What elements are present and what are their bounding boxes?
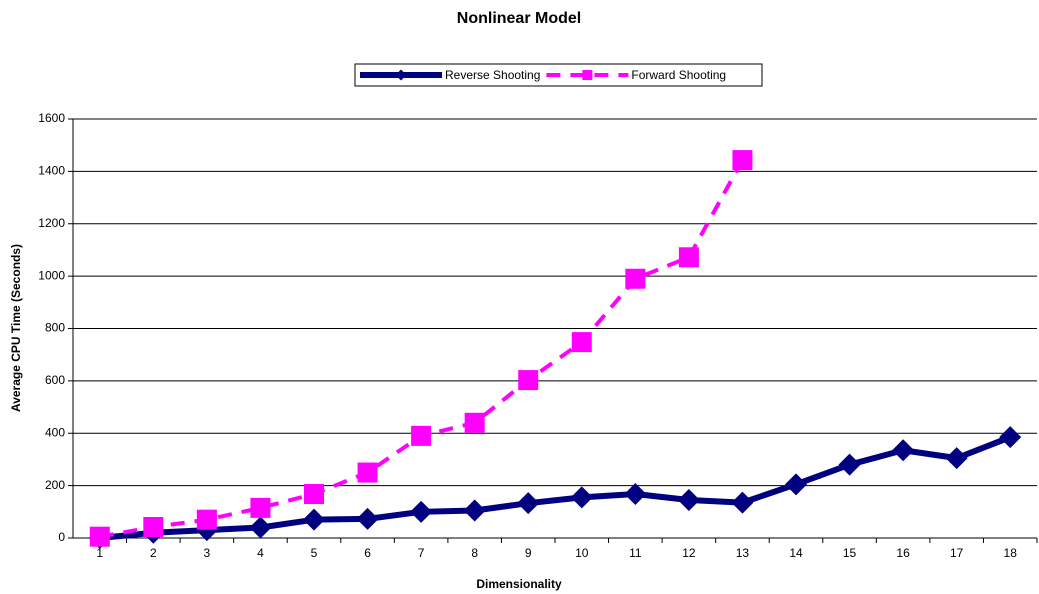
data-point (517, 492, 540, 515)
x-tick-label: 5 (311, 546, 318, 560)
x-tick-label: 13 (736, 546, 750, 560)
x-tick-label: 1 (96, 546, 103, 560)
data-point (677, 489, 700, 512)
data-point (250, 497, 271, 518)
data-point (892, 439, 915, 462)
data-point (945, 447, 968, 470)
data-point (999, 426, 1022, 449)
x-tick-label: 17 (950, 546, 964, 560)
y-tick-label: 1400 (38, 164, 65, 178)
data-point (464, 412, 485, 433)
data-point (463, 499, 486, 522)
data-point (356, 507, 379, 530)
x-tick-label: 11 (629, 546, 642, 560)
x-tick-label: 9 (525, 546, 532, 560)
data-point (678, 247, 699, 268)
x-tick-label: 7 (418, 546, 425, 560)
series-line (99, 159, 745, 539)
x-tick-label: 14 (789, 546, 803, 560)
y-tick-label: 800 (45, 321, 65, 335)
y-tick-label: 600 (45, 373, 65, 387)
data-point (625, 268, 646, 289)
data-point (838, 453, 861, 476)
data-point (249, 516, 272, 539)
x-tick-label: 16 (896, 546, 910, 560)
data-point (411, 425, 432, 446)
data-point (570, 486, 593, 509)
y-tick-label: 1600 (38, 111, 65, 125)
x-tick-label: 10 (575, 546, 589, 560)
data-point (785, 473, 807, 496)
data-point (303, 508, 325, 531)
x-tick-label: 6 (364, 546, 371, 560)
legend-label: Forward Shooting (631, 68, 726, 82)
x-tick-label: 3 (204, 546, 211, 560)
data-point (731, 491, 754, 514)
legend-label: Reverse Shooting (445, 68, 540, 82)
data-point (143, 517, 164, 538)
data-point (304, 484, 324, 505)
legend-marker (582, 70, 593, 80)
data-point (410, 500, 433, 523)
chart-title: Nonlinear Model (457, 10, 581, 27)
data-point (89, 526, 110, 547)
y-tick-label: 1000 (38, 268, 65, 282)
y-axis-title: Average CPU Time (Seconds) (9, 244, 23, 412)
x-tick-label: 18 (1004, 546, 1018, 560)
x-tick-label: 15 (843, 546, 857, 560)
x-axis-title: Dimensionality (476, 577, 562, 591)
data-point (732, 150, 753, 171)
y-tick-label: 0 (58, 530, 65, 544)
data-point (518, 370, 539, 391)
data-point (357, 462, 378, 483)
y-tick-label: 400 (45, 425, 65, 439)
data-point (624, 483, 647, 506)
x-tick-label: 4 (257, 546, 264, 560)
y-tick-label: 200 (45, 478, 65, 492)
data-point (571, 332, 592, 353)
x-tick-label: 12 (682, 546, 696, 560)
data-point (196, 509, 217, 530)
legend-marker (395, 69, 407, 81)
x-tick-label: 2 (150, 546, 157, 560)
y-tick-label: 1200 (38, 216, 65, 230)
x-tick-label: 8 (471, 546, 478, 560)
series-line (99, 434, 1012, 541)
